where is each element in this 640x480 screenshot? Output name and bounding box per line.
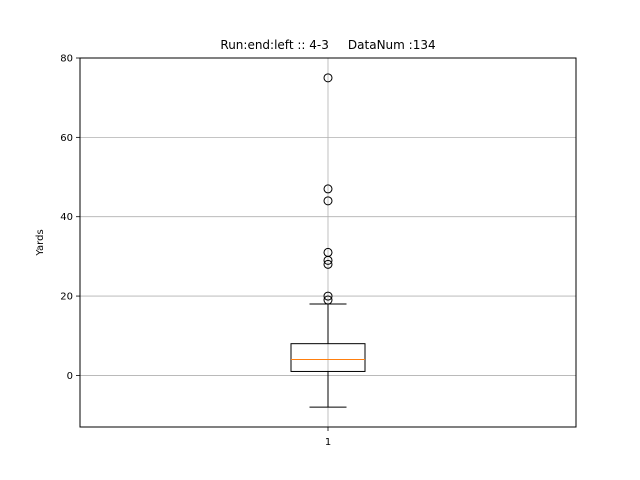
axis-ticks: 0 20 40 60 80 1 <box>60 54 331 449</box>
y-tick-label: 60 <box>60 133 73 144</box>
x-tick-label: 1 <box>325 437 331 448</box>
y-axis-label: Yards <box>35 229 46 256</box>
outlier-point <box>323 184 333 194</box>
box-plot <box>290 73 366 408</box>
chart-title: Run:end:left :: 4-3 DataNum :134 <box>220 38 435 52</box>
y-tick-label: 40 <box>60 212 73 223</box>
outlier-point <box>323 291 333 301</box>
outlier-point <box>323 247 333 257</box>
outlier-point <box>323 259 333 269</box>
outlier-point <box>323 196 333 206</box>
y-tick-label: 0 <box>67 371 73 382</box>
interquartile-box <box>290 343 366 372</box>
outlier-point <box>323 295 333 305</box>
outlier-point <box>323 73 333 83</box>
y-tick-label: 20 <box>60 292 73 303</box>
y-tick-label: 80 <box>60 54 73 65</box>
